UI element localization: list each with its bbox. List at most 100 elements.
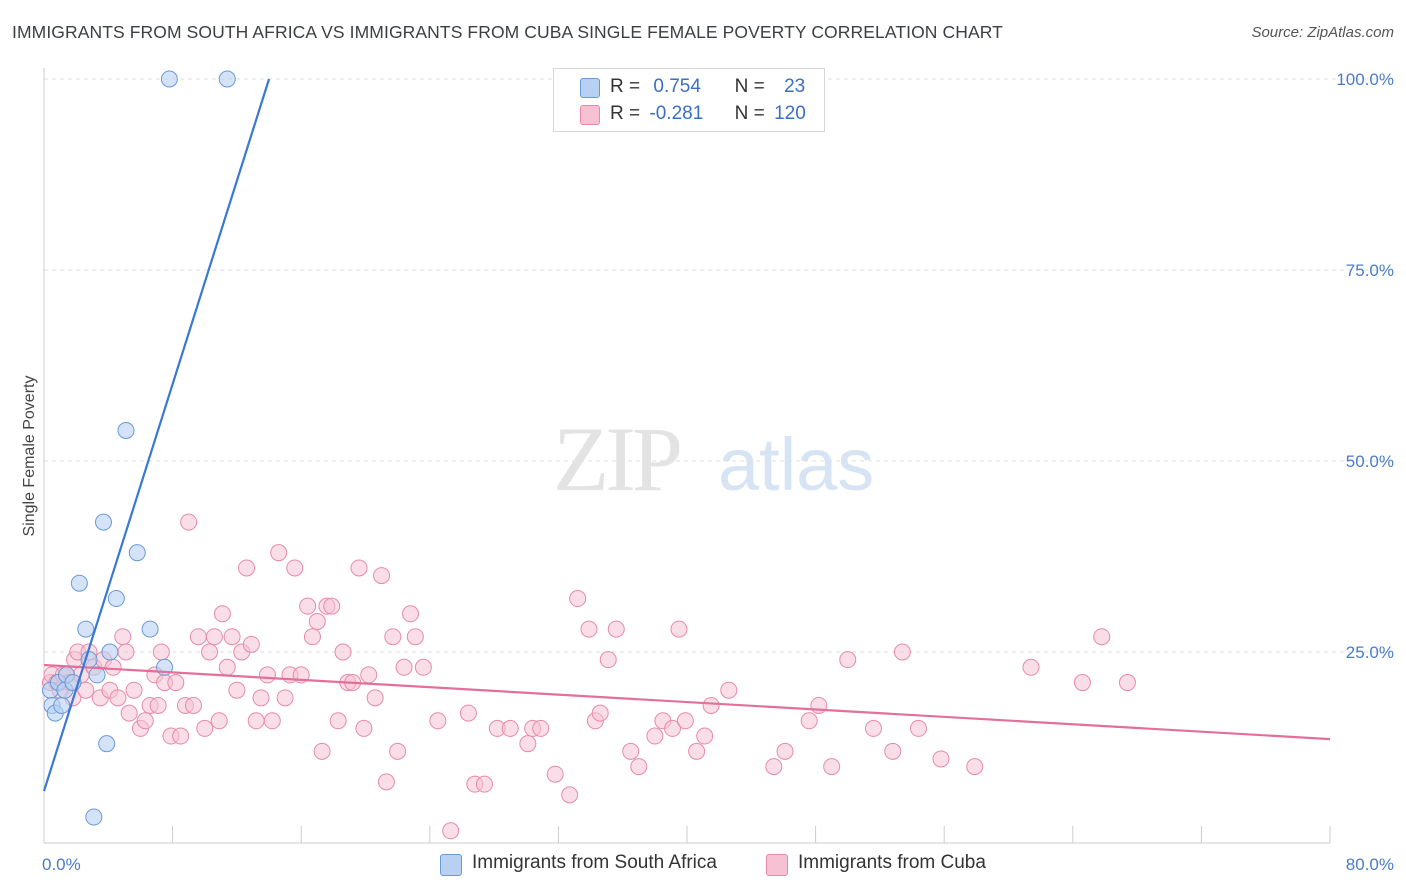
data-point-south-africa (70, 574, 88, 592)
data-point-cuba (205, 628, 223, 646)
data-point-cuba (630, 758, 648, 776)
data-point-cuba (252, 689, 270, 707)
x-tick-label: 80.0% (1346, 855, 1394, 874)
data-point-cuba (459, 704, 477, 722)
data-point-cuba (77, 681, 95, 699)
data-point-cuba (109, 689, 127, 707)
data-point-cuba (313, 742, 331, 760)
legend-r-value-south-africa: 0.754 (653, 76, 701, 97)
y-tick-label: 75.0% (1346, 261, 1394, 280)
data-point-cuba (810, 696, 828, 714)
bottom-legend-swatch-cuba (766, 854, 788, 876)
data-point-cuba (561, 786, 579, 804)
data-point-cuba (664, 719, 682, 737)
data-point-cuba (299, 597, 317, 615)
data-point-cuba (966, 758, 984, 776)
data-point-cuba (373, 567, 391, 585)
data-point-cuba (117, 643, 135, 661)
data-point-cuba (696, 727, 714, 745)
data-point-cuba (286, 559, 304, 577)
data-point-cuba (932, 750, 950, 768)
data-point-cuba (228, 681, 246, 699)
data-point-cuba (189, 628, 207, 646)
data-point-cuba (607, 620, 625, 638)
watermark-zip: ZIP (553, 408, 680, 510)
legend-swatch-south-africa (580, 78, 600, 98)
legend-n-label: N = (734, 76, 765, 97)
data-point-cuba (377, 773, 395, 791)
legend-n-value-south-africa: 23 (784, 76, 806, 97)
data-point-cuba (334, 643, 352, 661)
data-point-cuba (355, 719, 373, 737)
data-point-cuba (546, 765, 564, 783)
data-point-cuba (402, 605, 420, 623)
data-point-south-africa (53, 696, 71, 714)
bottom-legend-label-cuba: Immigrants from Cuba (798, 852, 986, 873)
data-point-cuba (242, 635, 260, 653)
data-point-cuba (688, 742, 706, 760)
data-point-cuba (308, 612, 326, 630)
legend-n-label: N = (734, 103, 765, 124)
data-point-cuba (201, 643, 219, 661)
correlation-legend: R = 0.754 N = 23 R = -0.281 N = 120 (553, 68, 825, 132)
data-point-cuba (152, 643, 170, 661)
data-point-south-africa (85, 808, 103, 826)
data-point-cuba (1022, 658, 1040, 676)
trend-lines (42, 78, 1331, 792)
data-point-cuba (475, 775, 493, 793)
data-point-cuba (270, 544, 288, 562)
data-point-cuba (702, 696, 720, 714)
data-point-cuba (149, 696, 167, 714)
source-credit: Source: ZipAtlas.com (1251, 24, 1394, 41)
data-point-cuba (238, 559, 256, 577)
bottom-legend-label-south-africa: Immigrants from South Africa (472, 852, 717, 873)
y-tick-label: 100.0% (1336, 70, 1394, 89)
data-point-cuba (884, 742, 902, 760)
y-tick-label: 50.0% (1346, 452, 1394, 471)
data-point-cuba (839, 651, 857, 669)
data-point-cuba (389, 742, 407, 760)
chart-title: IMMIGRANTS FROM SOUTH AFRICA VS IMMIGRAN… (12, 22, 1003, 42)
trend-line-cuba (43, 663, 1331, 741)
data-point-cuba (1093, 628, 1111, 646)
y-axis-title: Single Female Poverty (21, 376, 38, 537)
data-point-cuba (519, 735, 537, 753)
data-point-cuba (1118, 674, 1136, 692)
data-point-cuba (210, 712, 228, 730)
data-point-cuba (258, 666, 276, 684)
data-point-cuba (676, 712, 694, 730)
data-point-cuba (893, 643, 911, 661)
data-point-cuba (909, 719, 927, 737)
data-point-cuba (384, 628, 402, 646)
legend-r-value-cuba: -0.281 (649, 103, 704, 124)
data-point-cuba (395, 658, 413, 676)
data-point-cuba (366, 689, 384, 707)
data-point-cuba (180, 513, 198, 531)
data-point-cuba (429, 712, 447, 730)
data-point-cuba (823, 758, 841, 776)
x-tick-label: 0.0% (42, 855, 81, 874)
data-point-cuba (223, 628, 241, 646)
data-point-cuba (172, 727, 190, 745)
legend-r-label: R = (610, 76, 641, 97)
data-point-south-africa (77, 620, 95, 638)
data-point-cuba (120, 704, 138, 722)
data-point-south-africa (128, 544, 146, 562)
y-tick-label: 25.0% (1346, 643, 1394, 662)
data-point-cuba (720, 681, 738, 699)
data-point-cuba (800, 712, 818, 730)
data-point-cuba (532, 719, 550, 737)
data-point-cuba (580, 620, 598, 638)
data-point-cuba (765, 758, 783, 776)
data-point-cuba (196, 719, 214, 737)
data-point-south-africa (88, 666, 106, 684)
legend-swatch-cuba (580, 105, 600, 125)
data-point-cuba (360, 666, 378, 684)
data-point-cuba (670, 620, 688, 638)
tick-labels: 25.0% 50.0% 75.0% 100.0% 0.0% 80.0% (42, 70, 1394, 874)
bottom-legend-swatch-south-africa (440, 854, 462, 876)
data-point-cuba (776, 742, 794, 760)
watermark: ZIP atlas (553, 408, 874, 510)
data-point-cuba (864, 719, 882, 737)
data-point-cuba (303, 628, 321, 646)
